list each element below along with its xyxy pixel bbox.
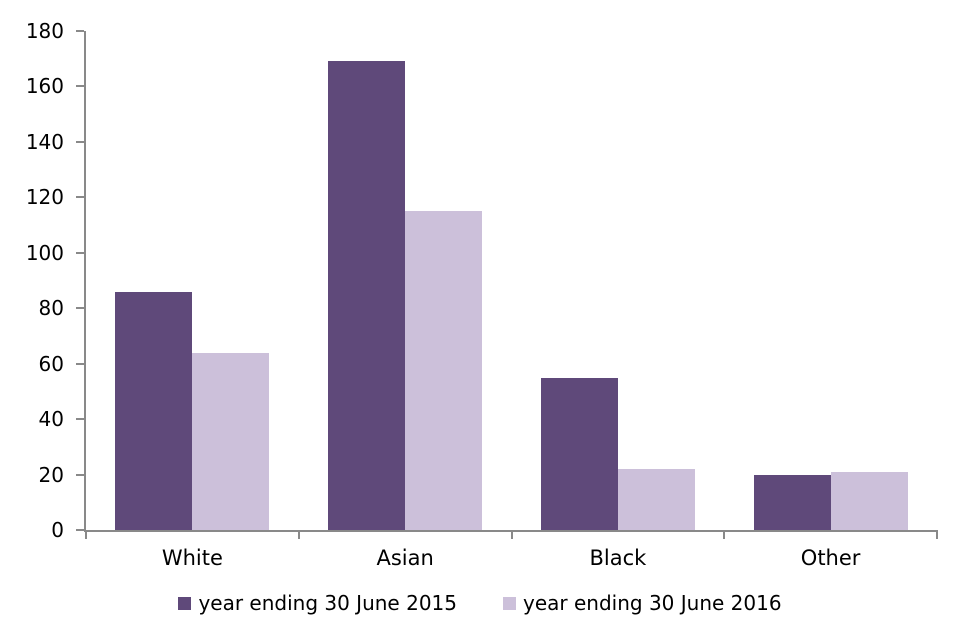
x-axis-tick <box>723 530 726 539</box>
bar <box>328 61 406 530</box>
bar <box>115 291 193 530</box>
y-axis-tick <box>76 196 84 199</box>
y-axis-tick-label: 100 <box>25 240 64 265</box>
bar <box>540 377 618 530</box>
bar <box>753 474 831 530</box>
y-axis-tick-label: 20 <box>38 462 64 487</box>
y-axis-tick <box>76 307 84 310</box>
x-axis-tick <box>297 530 300 539</box>
bar <box>617 469 695 530</box>
y-axis-tick-label: 120 <box>25 185 64 210</box>
y-axis-tick-label: 0 <box>51 518 64 542</box>
legend-item: year ending 30 June 2016 <box>503 590 782 616</box>
legend-label: year ending 30 June 2016 <box>523 591 782 615</box>
bar <box>405 211 483 530</box>
legend-marker <box>503 596 516 610</box>
y-axis-tick-label: 80 <box>38 296 64 321</box>
plot-area: 0 20 40 60 80 100 120 140 160 180 White Asian Black… <box>26 19 938 570</box>
y-axis-tick <box>76 473 84 476</box>
x-axis-tick <box>936 530 938 539</box>
y-axis-line <box>84 31 86 530</box>
y-axis-tick <box>76 418 84 421</box>
x-axis-category-label: Other <box>800 546 861 570</box>
y-axis-tick-label: 140 <box>25 129 64 154</box>
legend-marker <box>178 596 192 610</box>
y-axis-tick <box>76 362 84 365</box>
y-axis-tick <box>76 529 84 531</box>
bar <box>192 352 270 530</box>
x-axis-category-label: Asian <box>376 546 434 570</box>
y-axis-tick <box>76 85 84 88</box>
y-axis-tick <box>76 30 84 32</box>
legend-item: year ending 30 June 2015 <box>178 590 457 616</box>
x-axis-category-label: White <box>161 546 223 570</box>
y-axis-tick-label: 60 <box>38 351 64 376</box>
y-axis-tick-label: 40 <box>38 407 64 432</box>
legend-label: year ending 30 June 2015 <box>198 591 457 615</box>
legend: year ending 30 June 2015 year ending 30 J… <box>0 590 960 616</box>
bar <box>830 471 908 530</box>
y-axis-tick-label: 180 <box>25 19 64 43</box>
y-axis-tick <box>76 140 84 143</box>
x-axis-category-label: Black <box>589 546 647 570</box>
y-axis-tick-label: 160 <box>25 74 64 99</box>
x-axis-tick <box>85 530 87 539</box>
y-axis-tick <box>76 251 84 254</box>
x-axis-tick <box>510 530 513 539</box>
